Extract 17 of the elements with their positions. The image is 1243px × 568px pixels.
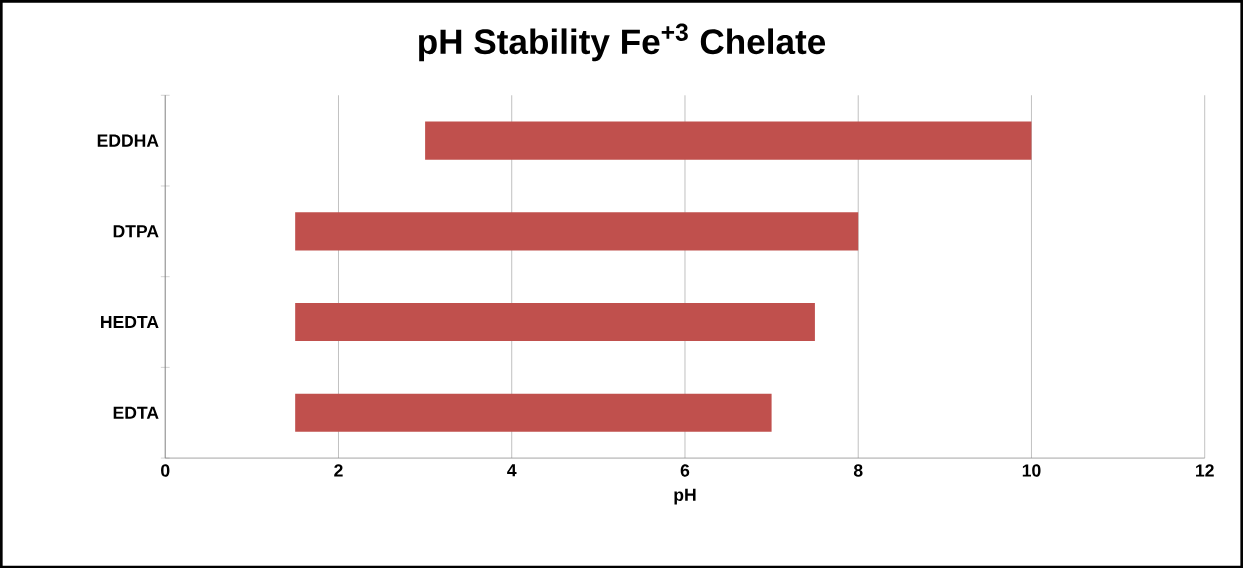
bar <box>295 393 772 432</box>
x-tick-label: 12 <box>1196 464 1214 477</box>
y-tick-label: EDTA <box>113 406 159 419</box>
x-tick-label: 8 <box>853 464 863 477</box>
bar <box>295 302 815 341</box>
x-tick-label: 6 <box>680 464 690 477</box>
y-tick-label: HEDTA <box>101 315 159 328</box>
x-axis-title: pH <box>674 488 696 505</box>
x-tick-label: 4 <box>507 464 517 477</box>
x-tick-label: 10 <box>1022 464 1041 477</box>
bar <box>425 121 1032 160</box>
x-tick-label: 2 <box>334 464 343 477</box>
y-tick-label: DTPA <box>113 225 159 238</box>
chart-title: pH Stability Fe$^{+3}$ Chelate <box>419 23 826 61</box>
x-tick-label: 0 <box>161 464 170 477</box>
bar <box>295 212 859 251</box>
y-tick-label: EDDHA <box>97 134 159 147</box>
